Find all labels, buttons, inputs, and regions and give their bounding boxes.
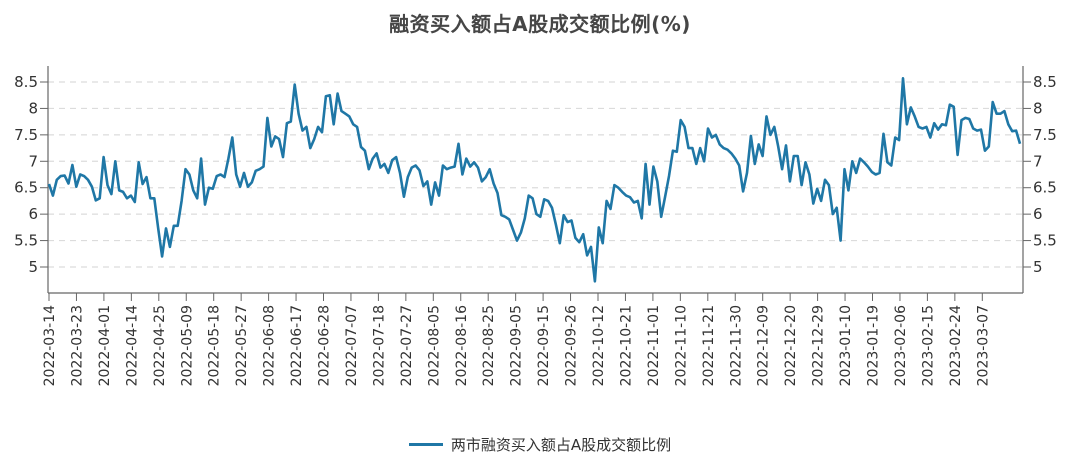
x-tick-label: 2022-11-01 — [646, 305, 662, 386]
x-axis: 2022-03-14 2022-03-23 2022-04-01 2022-04-14… — [42, 293, 991, 386]
y-tick-label: 7.5 — [14, 126, 38, 144]
x-tick-label: 2023-02-15 — [920, 305, 936, 386]
x-tick-label: 2022-04-14 — [124, 305, 140, 386]
x-tick-label: 2022-05-27 — [234, 305, 250, 386]
y-tick-label: 5 — [1033, 258, 1043, 276]
x-tick-label: 2022-10-21 — [618, 305, 634, 386]
x-tick-label: 2022-12-29 — [811, 305, 827, 386]
legend-line-swatch-icon — [408, 443, 443, 446]
x-tick-label: 2022-08-16 — [454, 305, 470, 386]
y-tick-label: 8.5 — [1033, 73, 1057, 91]
y-tick-label: 8 — [1033, 99, 1043, 117]
x-tick-label: 2023-01-10 — [838, 305, 854, 386]
x-tick-label: 2022-11-21 — [701, 305, 717, 386]
x-tick-label: 2022-11-10 — [673, 305, 689, 386]
x-tick-label: 2022-06-17 — [289, 305, 305, 386]
x-tick-label: 2023-02-06 — [893, 305, 909, 386]
y-tick-label: 6 — [28, 205, 38, 223]
y-tick-label: 7.5 — [1033, 126, 1057, 144]
x-tick-label: 2022-07-07 — [344, 305, 360, 386]
x-tick-label: 2022-12-20 — [783, 305, 799, 386]
x-tick-label: 2022-07-18 — [371, 305, 387, 386]
y-tick-label: 5.5 — [14, 232, 38, 250]
x-tick-label: 2022-09-05 — [509, 305, 525, 386]
y-tick-label: 6.5 — [1033, 179, 1057, 197]
legend-label: 两市融资买入额占A股成交额比例 — [450, 436, 672, 454]
y-tick-label: 8.5 — [14, 73, 38, 91]
y-tick-label: 5 — [28, 258, 38, 276]
y-tick-label: 8 — [28, 99, 38, 117]
y-tick-label: 6.5 — [14, 179, 38, 197]
x-tick-label: 2022-09-26 — [564, 305, 580, 386]
x-tick-label: 2022-03-14 — [42, 305, 58, 386]
x-tick-label: 2022-05-09 — [179, 305, 195, 386]
series-line — [47, 77, 1022, 283]
y-axis-right: 5 5.5 6 6.5 7 7.5 8 8.5 — [1023, 73, 1057, 276]
y-tick-label: 7 — [1033, 152, 1043, 170]
x-tick-label: 2022-11-30 — [728, 305, 744, 386]
legend: 两市融资买入额占A股成交额比例 — [0, 434, 1080, 455]
y-tick-label: 5.5 — [1033, 232, 1057, 250]
y-tick-label: 7 — [28, 152, 38, 170]
x-tick-label: 2022-03-23 — [69, 305, 85, 386]
x-tick-label: 2022-10-12 — [591, 305, 607, 386]
x-tick-label: 2022-05-18 — [207, 305, 223, 386]
x-tick-label: 2022-06-28 — [317, 305, 333, 386]
x-tick-label: 2022-08-25 — [481, 305, 497, 386]
x-tick-label: 2022-07-27 — [399, 305, 415, 386]
x-tick-label: 2022-12-09 — [756, 305, 772, 386]
y-axis-left: 5 5.5 6 6.5 7 7.5 8 8.5 — [14, 73, 48, 276]
x-tick-label: 2022-04-01 — [97, 305, 113, 386]
x-tick-label: 2023-03-07 — [975, 305, 991, 386]
x-tick-label: 2022-04-25 — [152, 305, 168, 386]
x-tick-label: 2023-02-24 — [948, 305, 964, 386]
x-tick-label: 2022-06-08 — [262, 305, 278, 386]
x-tick-label: 2022-09-15 — [536, 305, 552, 386]
x-tick-label: 2023-01-19 — [866, 305, 882, 386]
chart-title: 融资买入额占A股成交额比例(%) — [389, 12, 691, 36]
x-tick-label: 2022-08-05 — [426, 305, 442, 386]
y-tick-label: 6 — [1033, 205, 1043, 223]
axes — [47, 66, 1024, 294]
